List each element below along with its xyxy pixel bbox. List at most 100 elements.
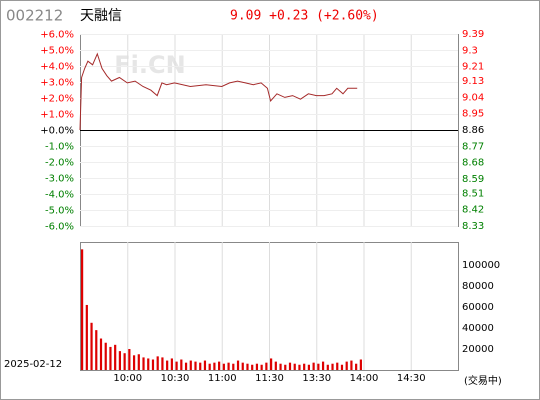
volume-bar (175, 361, 178, 370)
y-tick-label: +5.0% (40, 46, 74, 57)
y-tick-label: +0.0% (40, 126, 74, 137)
y2-tick-label: 8.42 (462, 205, 484, 216)
x-tick-label: 13:30 (302, 373, 331, 384)
volume-bar (180, 359, 183, 370)
volume-bar (255, 363, 259, 370)
volume-bar (303, 363, 306, 370)
y-tick-label: +1.0% (40, 110, 74, 121)
volume-bar (184, 362, 188, 370)
volume-bar (345, 361, 348, 370)
volume-bar (270, 358, 273, 370)
volume-bar (274, 361, 277, 370)
stock-name: 天融信 (80, 8, 122, 24)
volume-bar (156, 356, 159, 370)
volume-bar (189, 360, 192, 370)
volume-bar (312, 362, 315, 370)
y-tick-label: 40000 (462, 323, 494, 334)
y-tick-label: -3.0% (45, 174, 74, 185)
y-tick-label: -6.0% (45, 222, 74, 233)
y-tick-label: +4.0% (40, 62, 74, 73)
y2-tick-label: 9.21 (462, 62, 484, 73)
y-tick-label: 100000 (462, 260, 500, 271)
volume-bar (81, 249, 84, 370)
y2-tick-label: 8.86 (462, 125, 484, 136)
volume-bar (208, 363, 211, 370)
quote: 9.09 +0.23 (+2.60%) (230, 9, 379, 24)
volume-bar (340, 364, 344, 370)
volume-bar (166, 360, 169, 370)
volume-bar (317, 363, 320, 370)
volume-bar (128, 349, 131, 370)
y2-tick-label: 9.13 (462, 76, 484, 87)
volume-bar (251, 364, 254, 370)
volume-bar (331, 363, 334, 370)
y2-tick-label: 9.39 (462, 29, 484, 40)
volume-bar (350, 360, 353, 370)
y-tick-label: +2.0% (40, 94, 74, 105)
x-tick-label: 10:00 (113, 373, 142, 384)
y-tick-label: 80000 (462, 281, 494, 292)
volume-bar (232, 363, 235, 370)
volume-bar (109, 346, 112, 370)
y-tick-label: 60000 (462, 302, 494, 313)
volume-bar (99, 338, 103, 370)
volume-bar (90, 322, 93, 370)
volume-bar (307, 364, 310, 370)
y-tick-label: -5.0% (45, 206, 74, 217)
volume-bar (85, 304, 88, 370)
volume-bar (218, 361, 221, 370)
price-line (79, 52, 358, 131)
volume-bar (199, 362, 202, 370)
y-tick-label: +6.0% (40, 30, 74, 41)
watermark: Fi.CN (114, 51, 185, 79)
y-tick-label: -2.0% (45, 158, 74, 169)
volume-bar (123, 353, 126, 370)
volume-bar (161, 357, 164, 370)
volume-bar (203, 360, 207, 370)
volume-bar (321, 361, 325, 370)
volume-bar (288, 362, 292, 370)
volume-bar (104, 342, 107, 370)
y-tick-label: -4.0% (45, 190, 74, 201)
volume-bar (95, 330, 98, 370)
volume-bar (260, 364, 263, 370)
volume-bar (213, 362, 216, 370)
volume-bar (118, 351, 121, 370)
y2-tick-label: 8.95 (462, 109, 484, 120)
volume-bar (355, 363, 358, 370)
volume-bar (336, 362, 339, 370)
volume-bar (194, 361, 197, 370)
date: 2025-02-12 (4, 359, 62, 370)
x-tick-label: 11:00 (208, 373, 237, 384)
status: (交易中) (464, 374, 502, 387)
volume-bar (279, 363, 282, 370)
volume-bar (241, 362, 244, 370)
y2-tick-label: 8.51 (462, 188, 484, 199)
y-tick-label: 20000 (462, 344, 494, 355)
y2-tick-label: 8.68 (462, 158, 484, 169)
volume-bar (246, 363, 249, 370)
x-tick-label: 14:30 (397, 373, 426, 384)
volume-bar (222, 363, 225, 370)
volume-bar (236, 360, 240, 370)
volume-bar (151, 359, 155, 370)
volume-bar (265, 362, 268, 370)
x-tick-label: 11:30 (255, 373, 284, 384)
volume-bar (170, 358, 173, 370)
volume-bar (227, 362, 230, 370)
volume-bar (298, 364, 301, 370)
y2-tick-label: 8.77 (462, 141, 484, 152)
y-tick-label: -1.0% (45, 142, 74, 153)
y2-tick-label: 8.59 (462, 174, 484, 185)
y-tick-label: +3.0% (40, 78, 74, 89)
y2-tick-label: 9.3 (462, 45, 478, 56)
y2-tick-label: 8.33 (462, 221, 484, 232)
volume-bar (284, 364, 287, 370)
x-tick-label: 14:00 (350, 373, 379, 384)
y2-tick-label: 9.04 (462, 92, 484, 103)
volume-bar (114, 344, 117, 370)
volume-bar (147, 358, 150, 370)
volume-bar (137, 354, 140, 370)
stock-code: 002212 (6, 7, 63, 25)
